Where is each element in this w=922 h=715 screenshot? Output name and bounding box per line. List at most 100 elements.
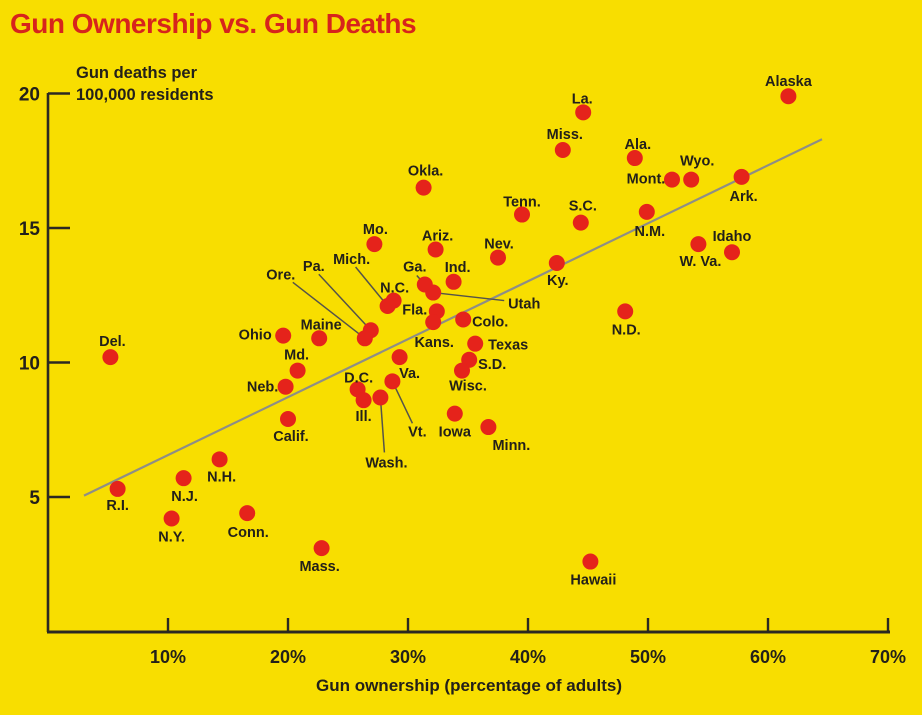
data-point [780,88,797,105]
point-label: Del. [99,334,126,350]
data-point [480,419,497,436]
data-point [425,284,442,301]
point-label: Mass. [299,559,339,575]
point-label: Ariz. [422,229,453,245]
leader-line [318,273,372,331]
data-point [280,410,296,427]
point-label: Alaska [765,74,813,90]
leader-line [292,281,366,339]
point-label: Kans. [414,335,454,351]
data-point [277,378,294,395]
data-point [664,171,680,188]
point-label: Ohio [239,328,272,344]
point-label: Ga. [403,259,426,275]
x-tick-label: 70% [870,647,906,667]
data-point [467,335,484,352]
point-label: Idaho [713,229,752,245]
point-label: Ind. [445,260,471,276]
point-label: Ala. [625,137,652,153]
point-label: Wisc. [449,379,487,395]
data-point [548,254,565,271]
data-point [514,206,530,223]
point-label: Ark. [729,189,757,205]
data-point [109,480,126,497]
data-point [575,104,592,121]
point-label: Va. [399,366,420,382]
leader-line [433,291,505,302]
data-point [391,349,408,366]
point-label: Calif. [273,429,308,445]
data-point [311,330,328,347]
point-label: N.H. [207,469,236,485]
point-label: Utah [508,297,540,313]
point-label: Texas [488,338,528,354]
y-tick-label: 5 [29,488,40,509]
point-label: Tenn. [503,195,541,211]
point-label: Mich. [333,252,370,268]
trend-line [83,138,823,497]
data-point [733,168,750,185]
data-point [690,236,707,253]
y-tick-label: 20 [19,85,40,106]
data-point [425,314,442,331]
point-label: Md. [284,348,309,364]
y-tick-label: 10 [19,354,40,375]
data-point [490,249,506,266]
data-point [427,241,444,258]
point-label: Vt. [408,424,427,440]
point-label: Mont. [627,172,666,188]
y-axis-title-line1: Gun deaths per [76,64,198,82]
point-label: Ky. [547,273,569,289]
point-label: Neb. [247,380,278,396]
point-label: D.C. [344,370,373,386]
point-label: Nev. [484,237,514,253]
point-label: Ill. [356,409,372,425]
point-label: N.M. [634,224,665,240]
data-point [275,327,292,344]
x-tick-label: 40% [510,647,546,667]
data-point [384,373,401,390]
x-tick-label: 60% [750,647,786,667]
data-point [445,273,462,290]
data-point [102,349,119,366]
data-point [356,330,373,347]
data-point [379,298,396,315]
data-point [554,141,571,158]
point-label: Wyo. [680,154,714,170]
data-point [446,405,463,422]
data-point [239,505,256,522]
point-label: Hawaii [570,573,616,589]
data-point [683,171,700,188]
data-point [626,150,643,167]
point-label: W. Va. [679,254,721,270]
data-point [572,214,589,231]
point-label: Ore. [266,267,295,283]
data-point [366,236,383,253]
data-point [355,392,372,409]
point-label: Iowa [439,425,472,441]
data-point [415,179,432,196]
x-tick-label: 30% [390,647,426,667]
data-point [163,510,180,527]
data-point [617,303,634,320]
point-label: Mo. [363,222,388,238]
point-label: Maine [301,317,342,333]
point-label: N.Y. [158,530,185,546]
point-label: N.D. [612,322,641,338]
point-label: Fla. [402,302,427,318]
data-point [582,553,599,570]
point-label: Minn. [492,438,530,454]
point-label: N.C. [380,281,409,297]
point-label: La. [572,91,593,107]
y-axis-title: Gun deaths per 100,000 residents [76,62,214,107]
point-label: N.J. [171,489,198,505]
x-tick-label: 20% [270,647,306,667]
x-axis-title: Gun ownership (percentage of adults) [315,676,623,695]
y-tick-label: 15 [19,219,41,240]
y-axis-title-line2: 100,000 residents [76,86,214,105]
leader-line [355,266,389,307]
data-point [313,540,330,557]
point-label: Wash. [365,455,407,471]
